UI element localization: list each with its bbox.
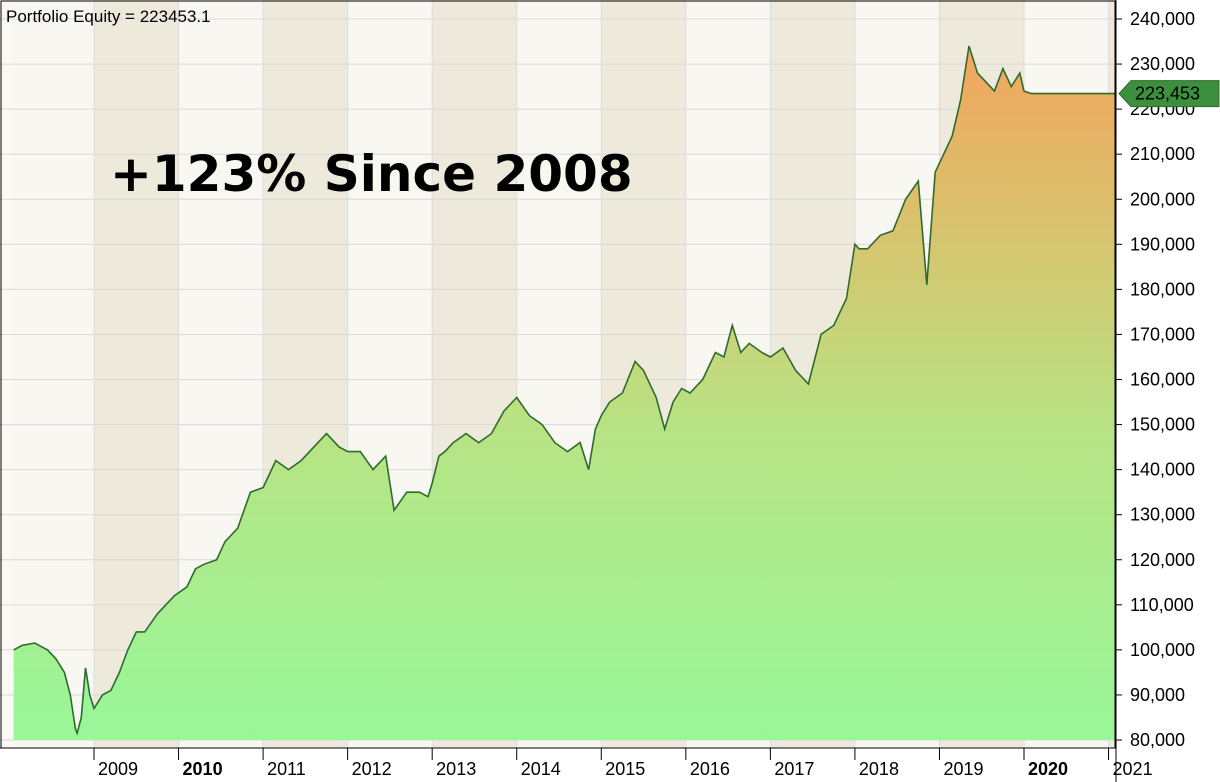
x-tick-label: 2021 bbox=[1113, 759, 1153, 779]
y-tick-label: 210,000 bbox=[1130, 144, 1195, 164]
x-tick-label: 2010 bbox=[183, 759, 223, 779]
y-tick-label: 100,000 bbox=[1130, 640, 1195, 660]
y-tick-label: 120,000 bbox=[1130, 550, 1195, 570]
x-tick-label: 2012 bbox=[352, 759, 392, 779]
chart-title: Portfolio Equity = 223453.1 bbox=[6, 7, 211, 26]
y-tick-label: 90,000 bbox=[1130, 685, 1185, 705]
x-tick-label: 2014 bbox=[521, 759, 561, 779]
last-value-label: 223,453 bbox=[1135, 84, 1200, 104]
last-value-marker: 223,453 bbox=[1118, 80, 1220, 108]
y-tick-label: 170,000 bbox=[1130, 324, 1195, 344]
x-tick-label: 2015 bbox=[605, 759, 645, 779]
y-tick-label: 200,000 bbox=[1130, 189, 1195, 209]
year-band bbox=[13, 0, 95, 748]
y-tick-label: 240,000 bbox=[1130, 9, 1195, 29]
equity-line bbox=[13, 45, 1116, 736]
equity-area bbox=[13, 46, 1116, 740]
y-tick-label: 150,000 bbox=[1130, 415, 1195, 435]
x-tick-label: 2019 bbox=[943, 759, 983, 779]
last-value-flag bbox=[1118, 80, 1220, 108]
x-tick-label: 2011 bbox=[267, 759, 306, 779]
y-tick-label: 180,000 bbox=[1130, 279, 1195, 299]
y-tick-label: 190,000 bbox=[1130, 234, 1195, 254]
y-tick-label: 80,000 bbox=[1130, 730, 1185, 750]
y-tick-label: 130,000 bbox=[1130, 505, 1195, 525]
x-axis: 2009 2010 2011 2012 2013 2014 2015 2016 2017 2018… bbox=[93, 748, 1153, 779]
y-tick-label: 230,000 bbox=[1130, 54, 1195, 74]
x-tick-label: 2018 bbox=[859, 759, 899, 779]
x-tick-label: 2013 bbox=[436, 759, 476, 779]
x-tick-label: 2009 bbox=[98, 759, 138, 779]
chart-annotation: +123% Since 2008 bbox=[110, 145, 633, 203]
y-tick-label: 110,000 bbox=[1130, 595, 1194, 615]
x-tick-label: 2016 bbox=[690, 759, 730, 779]
x-tick-label: 2017 bbox=[774, 759, 814, 779]
y-tick-label: 140,000 bbox=[1130, 460, 1195, 480]
y-tick-label: 160,000 bbox=[1130, 370, 1195, 390]
y-axis: 80,000 90,000 100,000 110,000 120,000 130,000… bbox=[1116, 9, 1195, 750]
x-tick-label: 2020 bbox=[1028, 759, 1068, 779]
